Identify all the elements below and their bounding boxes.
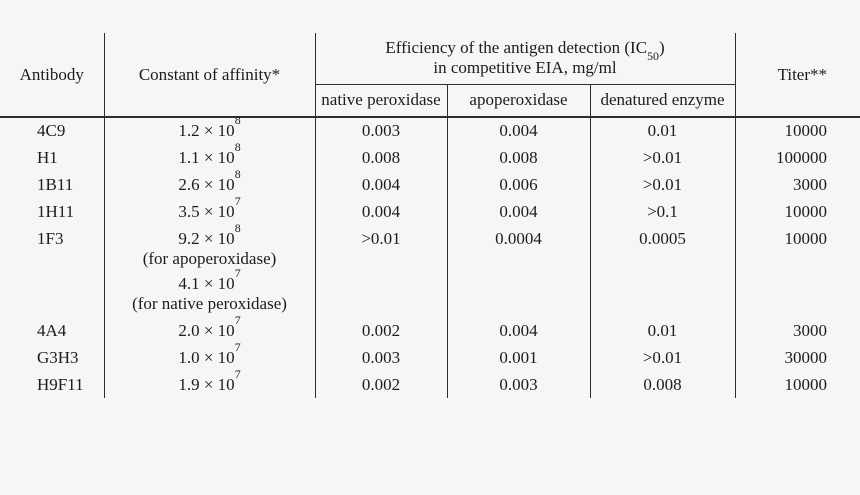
cell-antibody: 1F3 [0,225,105,317]
cell-titer: 3000 [793,320,828,340]
cell-apoperoxidase: 0.004 [447,317,591,344]
cell-antibody: H9F11 [0,371,105,398]
efficiency-header-line1: Efficiency of the antigen detection (IC5… [385,38,665,62]
affinity-value: 1.1 × 10 [178,147,235,167]
table-row: 4C9 1.2 × 108 0.003 0.004 0.01 10000 [0,114,860,144]
cell-titer: 10000 [784,229,828,248]
cell-native-peroxidase: 0.002 [315,317,448,344]
affinity-value: 1.0 × 10 [178,347,235,367]
cell-affinity: 9.2 × 108 (for apoperoxidase) 4.1 × 107 … [104,222,316,317]
table-row: 1H11 3.5 × 107 0.004 0.004 >0.1 10000 [0,195,860,225]
cell-apoperoxidase: 0.008 [447,144,591,171]
efficiency-close-paren: ) [658,38,665,58]
table-row: 4A4 2.0 × 107 0.002 0.004 0.01 3000 [0,314,860,344]
cell-titer: 10000 [784,201,828,221]
affinity-entry: 4.1 × 107 (for native peroxidase) [105,267,315,313]
affinity-value: 2.6 × 10 [178,174,235,194]
cell-native-peroxidase: 0.003 [315,344,448,371]
cell-denatured-enzyme: >0.01 [590,344,736,371]
cell-antibody: 1B11 [0,171,105,198]
cell-affinity: 1.0 × 107 [104,341,316,371]
affinity-entry: 9.2 × 108 (for apoperoxidase) [105,222,315,268]
header-efficiency-group: Efficiency of the antigen detection (IC5… [315,33,736,85]
cell-titer: 30000 [784,347,828,367]
cell-antibody: G3H3 [0,344,105,371]
cell-native-peroxidase: >0.01 [315,225,448,317]
header-row-1: Antibody Constant of affinity* Efficienc… [0,33,860,118]
cell-affinity: 1.2 × 108 [104,114,316,144]
cell-antibody: 1H11 [0,198,105,225]
cell-denatured-enzyme: 0.008 [590,371,736,398]
affinity-value: 9.2 × 10 [178,229,235,248]
affinity-exponent: 8 [234,113,241,127]
header-apoperoxidase: apoperoxidase [447,84,591,118]
affinity-exponent: 7 [234,266,241,280]
header-native-peroxidase: native peroxidase [315,84,448,118]
cell-affinity: 3.5 × 107 [104,195,316,225]
efficiency-header-line2: in competitive EIA, mg/ml [433,58,617,78]
table-row: G3H3 1.0 × 107 0.003 0.001 >0.01 30000 [0,341,860,371]
cell-affinity: 1.9 × 107 [104,368,316,398]
cell-denatured-enzyme: >0.1 [590,198,736,225]
cell-apoperoxidase: 0.0004 [447,225,591,317]
cell-apoperoxidase: 0.004 [447,117,591,144]
affinity-exponent: 7 [234,366,241,381]
header-affinity: Constant of affinity* [104,33,316,118]
table-row: 1F3 9.2 × 108 (for apoperoxidase) 4.1 × … [0,222,860,317]
table-row: 1B11 2.6 × 108 0.004 0.006 >0.01 3000 [0,168,860,198]
affinity-exponent: 8 [234,139,241,154]
cell-apoperoxidase: 0.004 [447,198,591,225]
cell-native-peroxidase: 0.004 [315,198,448,225]
affinity-value: 1.9 × 10 [178,374,235,394]
affinity-value: 2.0 × 10 [178,320,235,340]
header-titer: Titer** [735,33,860,118]
header-antibody: Antibody [0,33,105,118]
cell-titer: 10000 [784,121,828,140]
cell-native-peroxidase: 0.003 [315,117,448,144]
affinity-exponent: 8 [234,166,241,181]
cell-native-peroxidase: 0.002 [315,371,448,398]
cell-native-peroxidase: 0.004 [315,171,448,198]
cell-antibody: 4C9 [0,117,105,144]
cell-titer: 10000 [784,374,828,394]
affinity-exponent: 7 [234,339,241,354]
cell-affinity: 1.1 × 108 [104,141,316,171]
affinity-note: (for native peroxidase) [132,294,287,313]
cell-antibody: H1 [0,144,105,171]
affinity-exponent: 7 [234,193,241,208]
cell-apoperoxidase: 0.006 [447,171,591,198]
cell-native-peroxidase: 0.008 [315,144,448,171]
antibody-table: Antibody Constant of affinity* Efficienc… [0,33,860,398]
cell-antibody: 4A4 [0,317,105,344]
table-row: H9F11 1.9 × 107 0.002 0.003 0.008 10000 [0,368,860,398]
efficiency-prefix: Efficiency of the antigen detection (IC [385,38,648,58]
affinity-value: 4.1 × 10 [178,274,235,293]
cell-denatured-enzyme: 0.01 [590,317,736,344]
affinity-value: 1.2 × 10 [178,121,235,140]
cell-denatured-enzyme: 0.0005 [590,225,736,317]
cell-denatured-enzyme: >0.01 [590,171,736,198]
ic50-subscript: 50 [647,49,659,64]
affinity-note: (for apoperoxidase) [142,249,277,268]
cell-affinity: 2.0 × 107 [104,314,316,344]
cell-titer: 100000 [776,147,828,167]
table-row: H1 1.1 × 108 0.008 0.008 >0.01 100000 [0,141,860,171]
cell-titer: 3000 [793,174,828,194]
header-row-2: native peroxidase apoperoxidase denature… [0,84,860,118]
cell-apoperoxidase: 0.001 [447,344,591,371]
affinity-value: 3.5 × 10 [178,201,235,221]
cell-affinity: 2.6 × 108 [104,168,316,198]
cell-denatured-enzyme: 0.01 [590,117,736,144]
affinity-exponent: 7 [234,312,241,327]
cell-apoperoxidase: 0.003 [447,371,591,398]
header-denatured-enzyme: denatured enzyme [590,84,736,118]
cell-denatured-enzyme: >0.01 [590,144,736,171]
affinity-exponent: 8 [234,221,241,235]
